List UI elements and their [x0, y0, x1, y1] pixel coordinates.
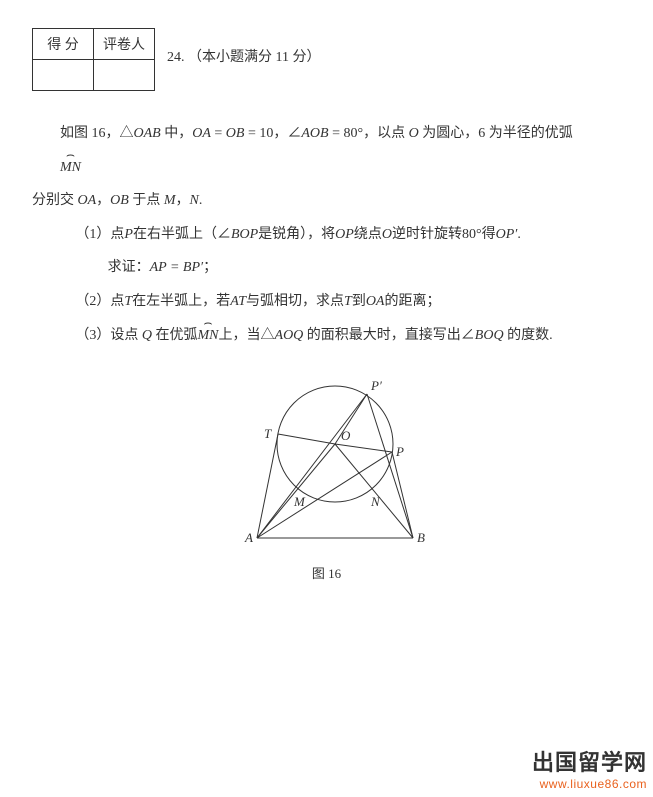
sym-boq: BOQ — [475, 328, 504, 343]
sym-q: Q — [142, 328, 152, 343]
sym-oa: OA — [192, 126, 211, 141]
sym-bop: BOP — [231, 227, 258, 242]
t: 到 — [352, 294, 366, 309]
brand-name: 出国留学网 — [532, 745, 647, 777]
sym-oab: OAB — [134, 126, 161, 141]
t: ； — [203, 260, 217, 275]
sym-oa2: OA — [78, 193, 97, 208]
score-cell-score — [33, 60, 94, 91]
brand-url: www.liuxue86.com — [532, 777, 647, 791]
score-header-row: 得 分 评卷人 24. （本小题满分 11 分） — [32, 28, 621, 91]
t: （3）设点 — [75, 328, 142, 343]
t: = 80°，以点 — [329, 126, 409, 141]
sym-oa3: OA — [366, 294, 385, 309]
sym-ob2: OB — [110, 193, 129, 208]
sym-aob: AOB — [301, 126, 328, 141]
t: 在优弧 — [152, 328, 198, 343]
svg-text:P′: P′ — [370, 378, 382, 393]
part-1-line-1: （1）点P在右半弧上（∠BOP是锐角），将OP绕点O逆时针旋转80°得OP′. — [32, 218, 621, 252]
t: 于点 — [129, 193, 164, 208]
sym-op: OP — [335, 227, 354, 242]
site-footer: 出国留学网 www.liuxue86.com — [532, 745, 647, 791]
part-3: （3）设点 Q 在优弧MN上，当△AOQ 的面积最大时，直接写出∠BOQ 的度数… — [32, 319, 621, 353]
t: 的度数. — [504, 328, 553, 343]
t: 求证： — [108, 260, 150, 275]
arc-mn: MN — [32, 151, 81, 185]
score-header-reviewer: 评卷人 — [94, 29, 155, 60]
figure-16: P′ T O P M N A B 图 16 — [32, 356, 621, 582]
arc-mn-2: MN — [198, 319, 219, 353]
t: 分别交 — [32, 193, 78, 208]
intro-line-1: 如图 16，△OAB 中，OA = OB = 10，∠AOB = 80°，以点 … — [32, 117, 621, 184]
t: 中， — [161, 126, 193, 141]
svg-text:O: O — [341, 428, 351, 443]
question-title: 24. （本小题满分 11 分） — [167, 28, 320, 66]
part-2: （2）点T在左半弧上，若AT与弧相切，求点T到OA的距离； — [32, 285, 621, 319]
sym-op-prime: OP′ — [496, 227, 518, 242]
t: 为圆心，6 为半径的优弧 — [419, 126, 573, 141]
t: 是锐角），将 — [258, 227, 335, 242]
problem-body: 如图 16，△OAB 中，OA = OB = 10，∠AOB = 80°，以点 … — [32, 117, 621, 352]
svg-text:A: A — [244, 530, 253, 545]
t: 与弧相切，求点 — [246, 294, 344, 309]
eq-ap-bp: AP = BP′ — [150, 260, 203, 275]
score-header-score: 得 分 — [33, 29, 94, 60]
t: ， — [96, 193, 110, 208]
score-table: 得 分 评卷人 — [32, 28, 155, 91]
figure-svg: P′ T O P M N A B — [217, 356, 437, 556]
svg-text:B: B — [417, 530, 425, 545]
t: （2）点 — [75, 294, 124, 309]
sym-m: M — [164, 193, 176, 208]
svg-text:N: N — [370, 494, 381, 509]
t: 逆时针旋转80°得 — [392, 227, 496, 242]
t: . — [517, 227, 521, 242]
sym-t2: T — [344, 294, 352, 309]
svg-text:P: P — [395, 444, 404, 459]
sym-o2: O — [382, 227, 392, 242]
t: = 10，∠ — [244, 126, 301, 141]
t: 上，当△ — [219, 328, 275, 343]
t: 的面积最大时，直接写出∠ — [303, 328, 475, 343]
t: ， — [176, 193, 190, 208]
t: 的距离； — [384, 294, 440, 309]
t: 在右半弧上（∠ — [133, 227, 231, 242]
part-1-line-2: 求证：AP = BP′； — [32, 251, 621, 285]
intro-line-2: 分别交 OA，OB 于点 M，N. — [32, 184, 621, 218]
sym-ob: OB — [226, 126, 245, 141]
svg-text:M: M — [293, 494, 306, 509]
t: 绕点 — [354, 227, 382, 242]
sym-p: P — [124, 227, 133, 242]
t: （1）点 — [75, 227, 124, 242]
sym-aoq: AOQ — [275, 328, 304, 343]
question-points: （本小题满分 11 分） — [188, 50, 320, 65]
sym-n: N — [190, 193, 199, 208]
sym-o: O — [409, 126, 419, 141]
figure-caption: 图 16 — [32, 563, 621, 582]
sym-at: AT — [230, 294, 246, 309]
score-cell-reviewer — [94, 60, 155, 91]
t: . — [199, 193, 203, 208]
svg-text:T: T — [264, 426, 272, 441]
t: = — [211, 126, 226, 141]
question-number: 24. — [167, 50, 185, 65]
